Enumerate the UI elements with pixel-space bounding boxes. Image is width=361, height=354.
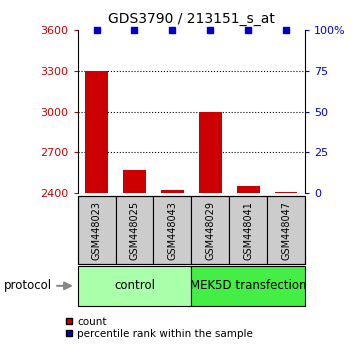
Text: GSM448029: GSM448029 xyxy=(205,201,215,259)
Bar xyxy=(85,71,108,193)
Text: MEK5D transfection: MEK5D transfection xyxy=(190,279,306,292)
Bar xyxy=(275,192,297,193)
Bar xyxy=(78,266,191,306)
Bar xyxy=(161,190,184,193)
Bar xyxy=(78,196,116,264)
Bar xyxy=(123,170,146,193)
Bar xyxy=(229,196,267,264)
Title: GDS3790 / 213151_s_at: GDS3790 / 213151_s_at xyxy=(108,12,275,26)
Bar xyxy=(191,266,305,306)
Bar xyxy=(237,186,260,193)
Legend: count, percentile rank within the sample: count, percentile rank within the sample xyxy=(65,317,253,339)
Text: GSM448023: GSM448023 xyxy=(92,201,101,259)
Bar xyxy=(267,196,305,264)
Text: control: control xyxy=(114,279,155,292)
Bar xyxy=(116,196,153,264)
Bar xyxy=(153,196,191,264)
Text: GSM448047: GSM448047 xyxy=(281,201,291,259)
Text: protocol: protocol xyxy=(4,279,52,292)
Text: GSM448025: GSM448025 xyxy=(130,200,139,260)
Bar xyxy=(199,112,222,193)
Bar xyxy=(191,196,229,264)
Text: GSM448043: GSM448043 xyxy=(168,201,177,259)
Text: GSM448041: GSM448041 xyxy=(243,201,253,259)
